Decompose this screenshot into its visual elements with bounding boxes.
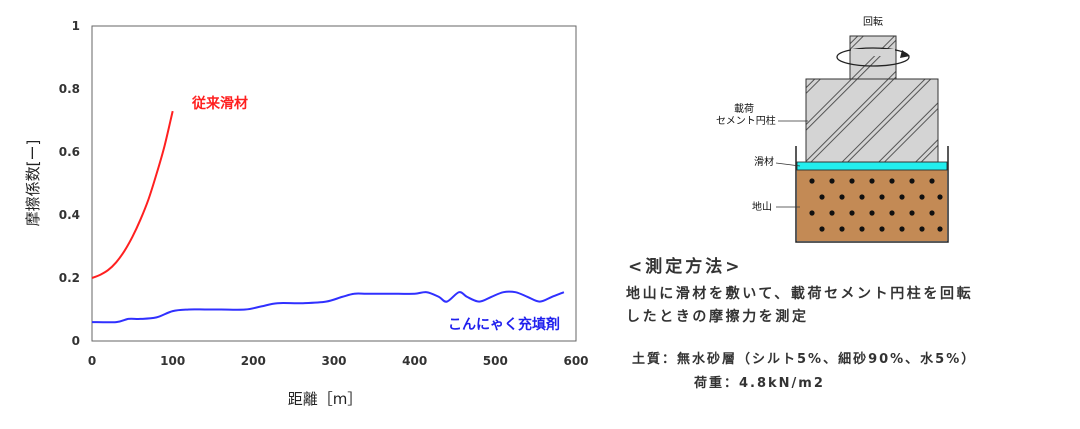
- soil-dot: [809, 210, 815, 216]
- series-lines: [91, 110, 565, 324]
- soil-dot: [889, 210, 895, 216]
- soil-dot: [879, 226, 885, 232]
- y-axis-title: 摩擦係数[ー]: [24, 140, 42, 227]
- x-tick-label: 100: [160, 354, 185, 368]
- soil-dot: [889, 178, 895, 184]
- y-tick-label: 0: [72, 334, 80, 348]
- soil-dot: [819, 226, 825, 232]
- method-description: 地山に滑材を敷いて、載荷セメント円柱を回転 したときの摩擦力を測定: [626, 283, 1076, 329]
- soil-dot: [829, 178, 835, 184]
- rotation-arrowhead-icon: [900, 50, 910, 58]
- rotation-label: 回転: [863, 16, 883, 28]
- soil-dot: [869, 210, 875, 216]
- method-description-line1: 地山に滑材を敷いて、載荷セメント円柱を回転: [626, 286, 974, 302]
- soil-dot: [829, 210, 835, 216]
- soil-dot: [899, 226, 905, 232]
- x-tick-label: 600: [563, 354, 588, 368]
- soil-dot: [869, 178, 875, 184]
- soil-dot: [859, 226, 865, 232]
- soil-dot: [899, 194, 905, 200]
- y-tick-label: 0.8: [59, 82, 80, 96]
- soil-dot: [809, 178, 815, 184]
- measurement-method: <測定方法> 地山に滑材を敷いて、載荷セメント円柱を回転 したときの摩擦力を測定: [626, 252, 1076, 329]
- x-tick-label: 300: [321, 354, 346, 368]
- load-cylinder-label-1: 載荷: [734, 103, 754, 115]
- soil-dot: [919, 226, 925, 232]
- x-axis-ticks: 0 100 200 300 400 500 600: [88, 354, 589, 368]
- test-apparatus-diagram: 回転 載荷 セメント円柱 滑材 地山: [716, 16, 949, 243]
- soil-dot: [839, 194, 845, 200]
- cement-cylinder: [805, 78, 939, 163]
- lubricant-layer: [796, 161, 948, 171]
- series-label-conventional: 従来滑材: [191, 95, 248, 112]
- method-description-line2: したときの摩擦力を測定: [626, 309, 809, 325]
- soil-dot: [849, 178, 855, 184]
- cylinder-knob: [849, 35, 897, 80]
- soil-dot: [909, 210, 915, 216]
- soil-dot: [929, 178, 935, 184]
- ground-label: 地山: [752, 200, 772, 213]
- load-condition: 荷重：4.8kN/m2: [694, 376, 825, 391]
- plot-area: [91, 25, 577, 342]
- x-axis-title: 距離［m］: [288, 390, 363, 408]
- rotation-arrow: [836, 47, 910, 67]
- x-tick-label: 400: [402, 354, 427, 368]
- y-tick-label: 0.2: [59, 271, 80, 285]
- series-line-conventional: [91, 110, 174, 279]
- method-heading: <測定方法>: [628, 257, 743, 277]
- series-line-konjac: [91, 290, 565, 324]
- soil-dot: [859, 194, 865, 200]
- y-tick-label: 0.6: [59, 145, 80, 159]
- y-tick-label: 0.4: [59, 208, 80, 222]
- soil-particles: [809, 178, 943, 232]
- test-conditions: 土質：無水砂層（シルト5%、細砂90%、水5%） 荷重：4.8kN/m2: [632, 348, 1078, 396]
- y-tick-label: 1: [72, 19, 80, 33]
- soil-condition: 土質：無水砂層（シルト5%、細砂90%、水5%）: [632, 352, 977, 367]
- soil-dot: [937, 194, 943, 200]
- load-cylinder-label-2: セメント円柱: [716, 114, 776, 127]
- soil-dot: [909, 178, 915, 184]
- soil-dot: [839, 226, 845, 232]
- soil-dot: [849, 210, 855, 216]
- y-axis-ticks: 0 0.2 0.4 0.6 0.8 1: [59, 19, 80, 348]
- soil-dot: [937, 226, 943, 232]
- series-label-konjac: こんにゃく充填剤: [448, 316, 560, 333]
- friction-chart: 00.20.40.60.81 0 100 200 300 400 500 600 従来滑材 …: [24, 19, 589, 408]
- soil-dot: [819, 194, 825, 200]
- x-tick-label: 500: [483, 354, 508, 368]
- x-tick-label: 0: [88, 354, 96, 368]
- lubricant-label: 滑材: [754, 155, 774, 168]
- soil-dot: [879, 194, 885, 200]
- lubricant-leader-line: [775, 162, 801, 167]
- container-walls: [795, 146, 949, 243]
- soil-dot: [929, 210, 935, 216]
- soil-dot: [919, 194, 925, 200]
- x-tick-label: 200: [241, 354, 266, 368]
